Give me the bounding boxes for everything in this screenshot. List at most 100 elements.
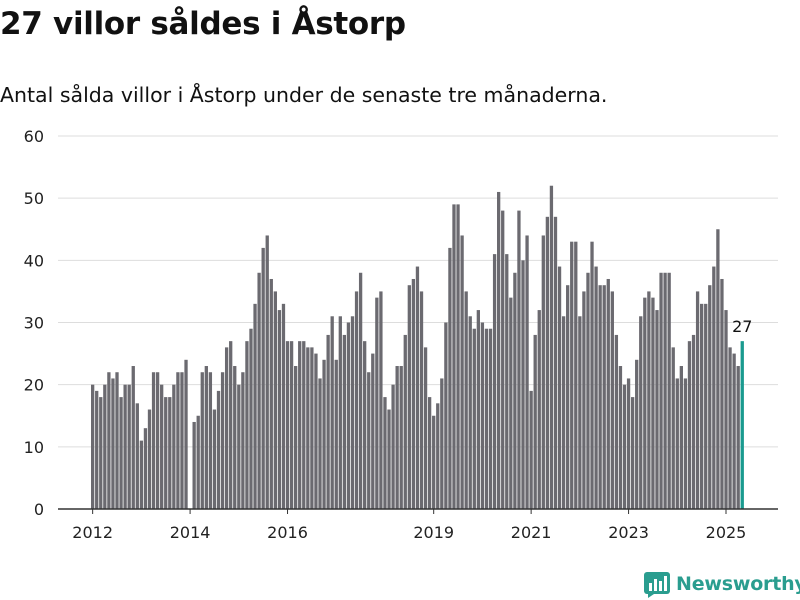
x-axis: 2012 2014 2016 2019 2021 2023 2025: [58, 508, 778, 542]
brand-name: Newsworthy: [676, 573, 800, 595]
bar: [192, 421, 196, 509]
bar: [172, 384, 176, 509]
bar: [115, 372, 119, 509]
bar-series: [91, 185, 744, 510]
bar: [253, 303, 257, 509]
bar: [505, 254, 509, 509]
bar: [651, 297, 655, 509]
bar: [513, 272, 517, 509]
bar: [622, 384, 627, 509]
bar: [151, 372, 156, 509]
bar: [95, 390, 99, 509]
bar: [448, 247, 452, 509]
bar: [594, 266, 598, 509]
bar: [675, 378, 679, 509]
bar: [131, 366, 135, 509]
bar: [541, 235, 545, 509]
bar: [403, 334, 407, 509]
bar: [517, 210, 521, 509]
data-label-last: 27: [732, 317, 752, 336]
bar: [289, 341, 294, 509]
bar: [399, 366, 403, 509]
bar: [314, 353, 318, 509]
bar: [724, 310, 728, 509]
bar: [456, 204, 460, 509]
bar: [537, 310, 541, 509]
bar: [371, 353, 375, 509]
bar: [91, 384, 95, 509]
bar: [488, 328, 493, 509]
x-tick-label: 2016: [267, 523, 308, 542]
bar: [204, 366, 208, 509]
bar: [728, 347, 732, 509]
bar: [614, 334, 619, 509]
bar: [155, 372, 160, 509]
bar: [350, 316, 355, 509]
x-tick-label: 2025: [706, 523, 747, 542]
y-tick-label: 30: [24, 314, 44, 333]
bar: [683, 378, 688, 509]
chart-title: 27 villor såldes i Åstorp: [0, 6, 406, 42]
bar: [533, 334, 537, 509]
data-labels: 27: [732, 317, 752, 336]
bar: [233, 366, 237, 509]
bar: [472, 328, 476, 509]
bar: [387, 409, 391, 509]
y-tick-label: 60: [24, 127, 44, 146]
bar: [444, 322, 448, 509]
bar: [549, 185, 554, 510]
bar: [700, 303, 704, 509]
bar: [606, 278, 610, 509]
bar: [436, 403, 440, 509]
bar: [241, 372, 245, 509]
bar: [557, 266, 562, 509]
bar: [427, 397, 432, 509]
bar: [626, 378, 631, 509]
bar: [306, 347, 310, 509]
bar: [704, 303, 708, 509]
bar: [395, 366, 399, 509]
x-tick-label: 2023: [608, 523, 649, 542]
bar: [184, 359, 188, 509]
bar: [720, 278, 724, 509]
bar: [212, 409, 217, 509]
bar: [265, 235, 269, 509]
bar: [618, 366, 623, 509]
x-tick-label: 2021: [511, 523, 552, 542]
bar: [326, 334, 330, 509]
bar: [630, 397, 635, 509]
bar: [103, 384, 107, 509]
bar: [139, 440, 144, 509]
bar: [277, 310, 282, 509]
bar: [119, 397, 123, 509]
bar: [525, 235, 529, 509]
bar: [220, 372, 225, 509]
bar: [127, 384, 131, 509]
bar: [164, 397, 168, 509]
bar: [285, 341, 290, 509]
bar: [643, 297, 647, 509]
bar: [375, 297, 379, 509]
bar: [180, 372, 184, 509]
bar: [476, 310, 480, 509]
bar: [667, 272, 671, 509]
bar: [501, 210, 505, 509]
bar: [460, 235, 464, 509]
x-tick-label: 2014: [170, 523, 211, 542]
bar: [492, 254, 497, 509]
bar: [147, 409, 152, 509]
bar: [123, 384, 127, 509]
bar: [415, 266, 420, 509]
bar: [602, 285, 606, 509]
bar: [354, 291, 359, 509]
bar: [716, 229, 720, 509]
bar: [687, 341, 692, 509]
bar: [111, 378, 115, 509]
bar: [635, 359, 639, 509]
bar: [261, 247, 265, 509]
bar: [367, 372, 371, 509]
bar: [346, 322, 351, 509]
y-tick-label: 10: [24, 438, 44, 457]
y-tick-label: 20: [24, 376, 44, 395]
